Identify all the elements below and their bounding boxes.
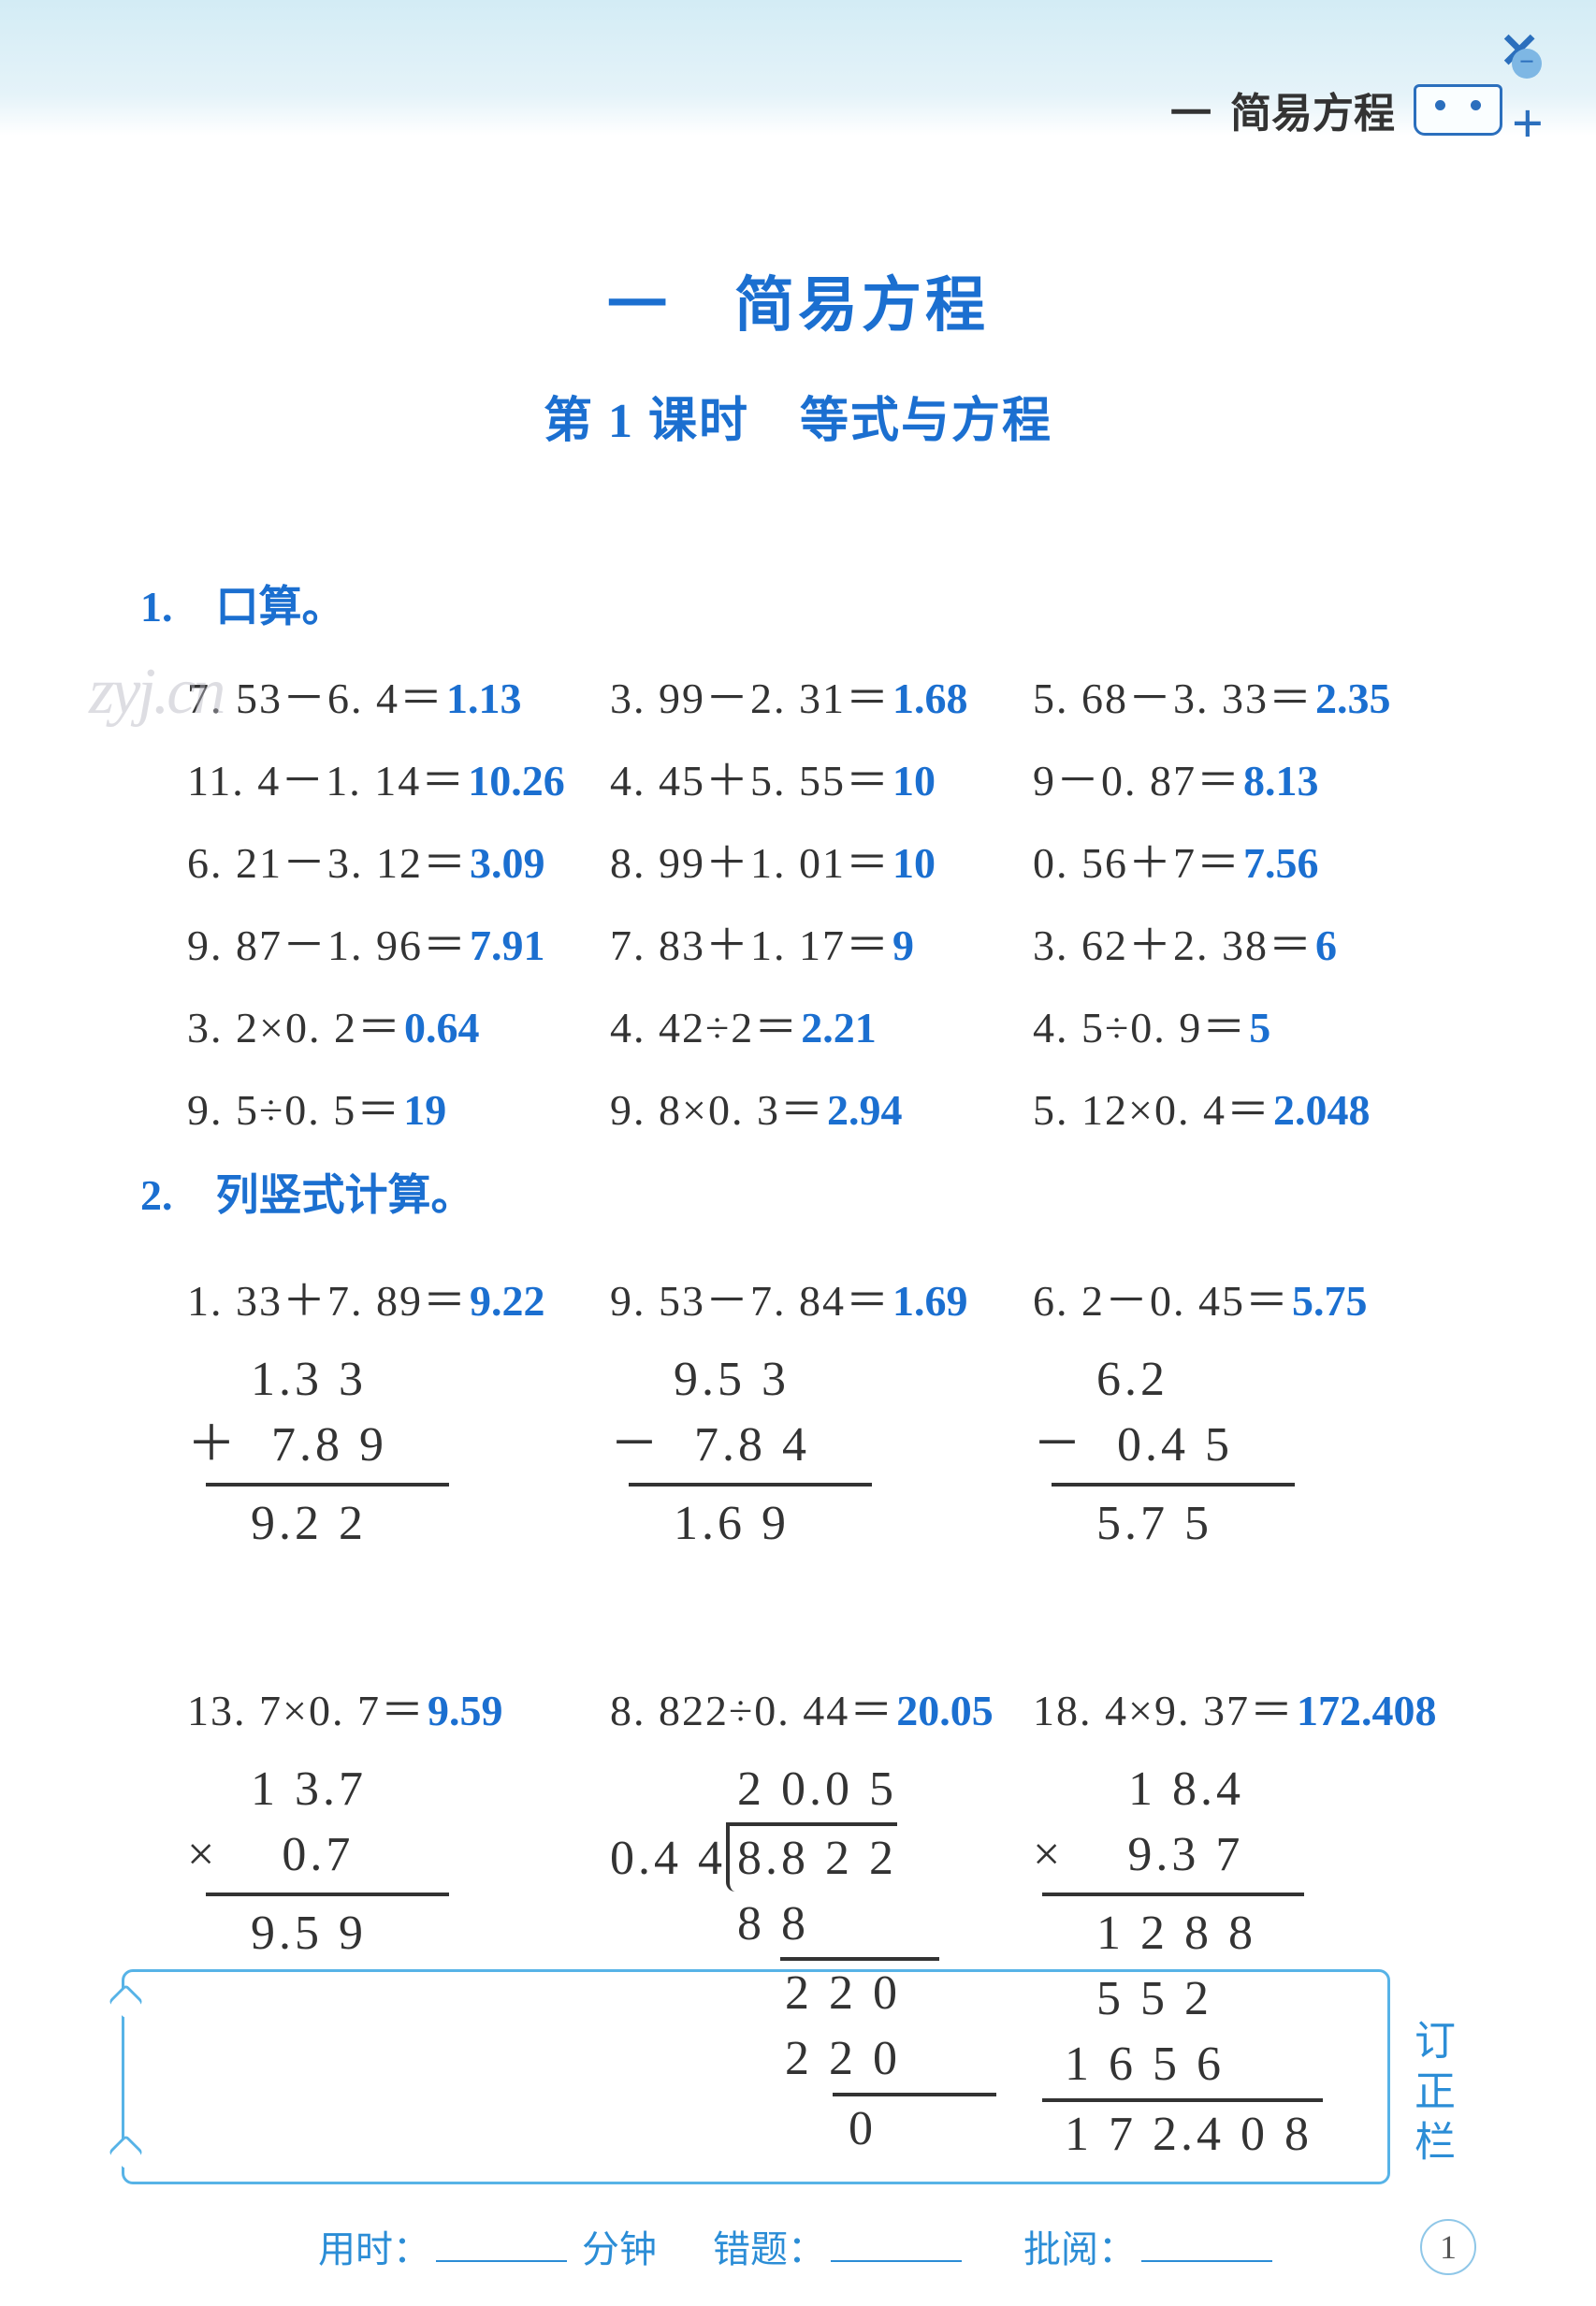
- work-cell: 6. 2－0. 45＝5.75 6.2 － 0.4 5 5.7 5: [1033, 1246, 1456, 1558]
- correction-label: 订正栏: [1400, 2019, 1460, 2170]
- eq-cell: 5. 12×0. 4＝2.048: [1033, 1076, 1456, 1138]
- eq-cell: 9－0. 87＝8.13: [1033, 747, 1456, 808]
- correction-box: [122, 1969, 1390, 2184]
- work-cell: 9. 53－7. 84＝1.69 9.5 3 － 7.8 4 1.6 9: [610, 1246, 1033, 1558]
- footer: 用时： 分钟 错题： 批阅：: [0, 2219, 1596, 2273]
- section-1-label: 1. 口算。: [140, 573, 1456, 634]
- eq-cell: 9. 5÷0. 5＝19: [187, 1076, 610, 1138]
- eq-cell: 4. 45＋5. 55＝10: [610, 747, 1033, 808]
- page-number: 1: [1420, 2219, 1476, 2275]
- eq-cell: 11. 4－1. 14＝10.26: [187, 747, 610, 808]
- header-band: ✕ − + 一 简易方程: [0, 0, 1596, 136]
- section-2-label: 2. 列竖式计算。: [140, 1161, 1456, 1223]
- vertical-calc-grid-1: 1. 33＋7. 89＝9.22 1.3 3 ＋ 7.8 9 9.2 2 9. …: [187, 1232, 1456, 1558]
- eq-cell: 7. 53－6. 4＝1.13: [187, 664, 610, 726]
- eq-cell: 3. 2×0. 2＝0.64: [187, 993, 610, 1055]
- chapter-title: 一 简易方程: [140, 257, 1456, 343]
- eq-cell: 3. 62＋2. 38＝6: [1033, 911, 1456, 973]
- minus-icon: −: [1512, 49, 1542, 79]
- page-content: 一 简易方程 第 1 课时 等式与方程 1. 口算。 7. 53－6. 4＝1.…: [0, 136, 1596, 2168]
- columnar-work: 9.5 3 － 7.8 4 1.6 9: [610, 1347, 1033, 1558]
- work-cell: 1. 33＋7. 89＝9.22 1.3 3 ＋ 7.8 9 9.2 2: [187, 1246, 610, 1558]
- mental-math-grid: 7. 53－6. 4＝1.13 3. 99－2. 31＝1.68 5. 68－3…: [187, 644, 1456, 1138]
- footer-minutes: 分钟: [582, 2228, 657, 2270]
- eq-cell: 7. 83＋1. 17＝9: [610, 911, 1033, 973]
- eq-cell: 5. 68－3. 33＝2.35: [1033, 664, 1456, 726]
- eq-cell: 8. 99＋1. 01＝10: [610, 829, 1033, 891]
- breadcrumb-title: 简易方程: [1230, 80, 1395, 139]
- eq-cell: 9. 8×0. 3＝2.94: [610, 1076, 1033, 1138]
- columnar-work: 6.2 － 0.4 5 5.7 5: [1033, 1347, 1456, 1558]
- review-blank[interactable]: [1141, 2258, 1272, 2262]
- breadcrumb: 一 简易方程: [1170, 80, 1502, 139]
- book-icon: [1414, 84, 1502, 136]
- eq-cell: 4. 42÷2＝2.21: [610, 993, 1033, 1055]
- wrong-blank[interactable]: [831, 2258, 962, 2262]
- eq-cell: 3. 99－2. 31＝1.68: [610, 664, 1033, 726]
- breadcrumb-prefix: 一: [1170, 80, 1212, 139]
- eq-cell: 6. 21－3. 12＝3.09: [187, 829, 610, 891]
- eq-cell: 9. 87－1. 96＝7.91: [187, 911, 610, 973]
- eq-cell: 4. 5÷0. 9＝5: [1033, 993, 1456, 1055]
- plus-icon: +: [1512, 92, 1544, 156]
- eq-cell: 0. 56＋7＝7.56: [1033, 829, 1456, 891]
- time-blank[interactable]: [436, 2258, 567, 2262]
- columnar-work: 1.3 3 ＋ 7.8 9 9.2 2: [187, 1347, 610, 1558]
- footer-review-label: 批阅：: [1023, 2228, 1136, 2270]
- footer-time-label: 用时：: [318, 2228, 430, 2270]
- lesson-title: 第 1 课时 等式与方程: [140, 381, 1456, 451]
- footer-wrong-label: 错题：: [713, 2228, 825, 2270]
- columnar-work: 1 3.7 × 0.7 9.5 9: [187, 1757, 610, 1967]
